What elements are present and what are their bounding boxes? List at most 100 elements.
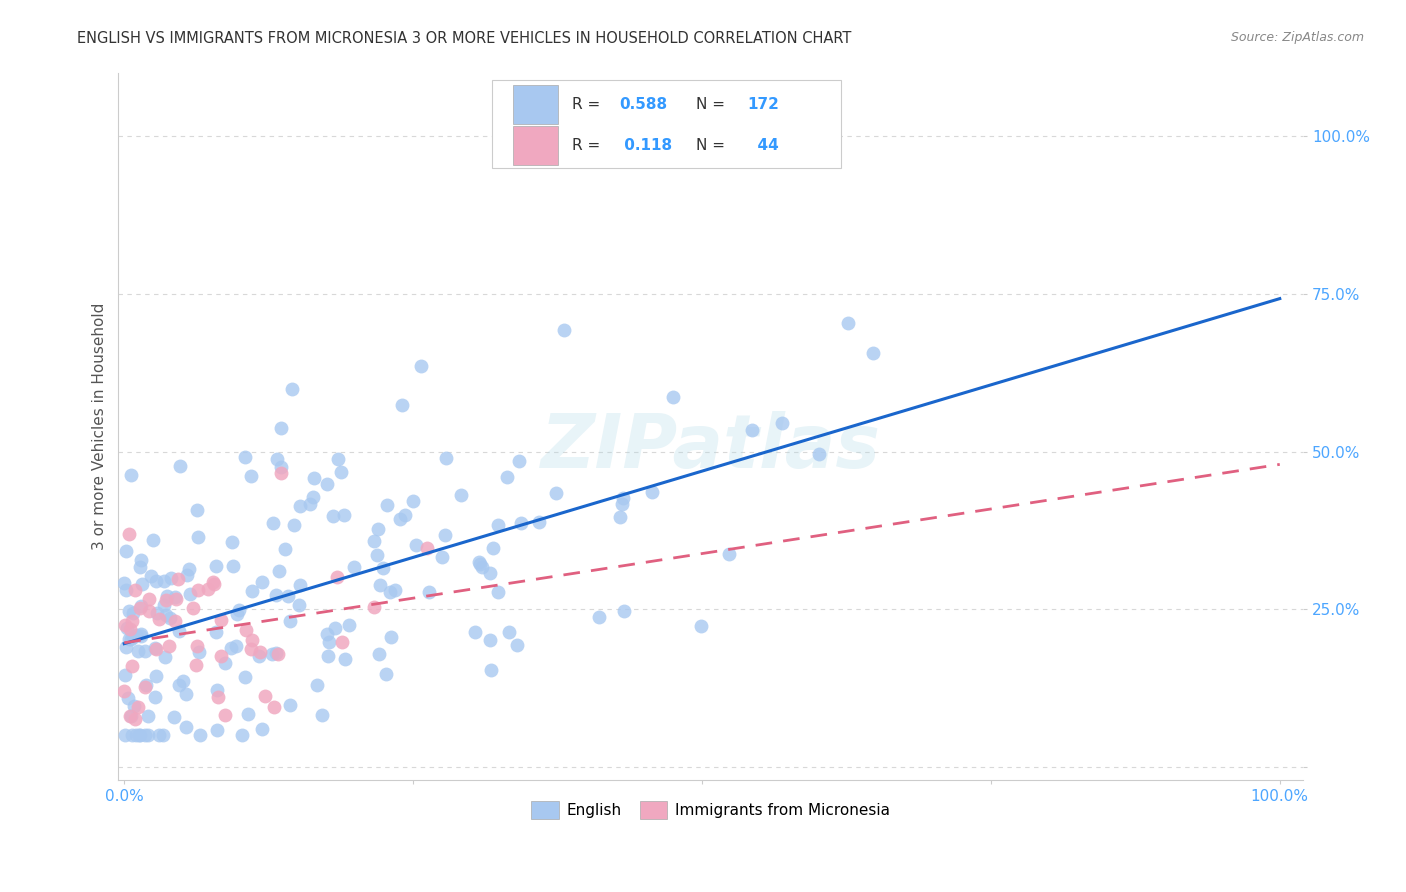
Point — [506, 638, 529, 652]
Point — [326, 570, 349, 584]
Point — [118, 632, 141, 646]
Text: 0.118: 0.118 — [620, 138, 672, 153]
Point — [240, 633, 263, 648]
Point — [235, 623, 257, 637]
Point — [155, 592, 177, 607]
Point — [129, 560, 152, 574]
Point — [134, 643, 156, 657]
Point — [278, 698, 301, 712]
Point — [363, 599, 385, 614]
Point — [318, 649, 340, 664]
Point — [718, 547, 741, 561]
Point — [318, 635, 340, 649]
Point — [486, 584, 509, 599]
Point — [375, 666, 398, 681]
Point — [290, 577, 312, 591]
Text: N =: N = — [696, 97, 730, 112]
Point — [129, 601, 152, 615]
Point — [546, 486, 568, 500]
Point — [471, 560, 494, 574]
Point — [266, 588, 288, 602]
Point — [114, 544, 136, 558]
Point — [270, 459, 292, 474]
Point — [430, 550, 453, 565]
Point — [283, 518, 305, 533]
Text: R =: R = — [572, 138, 605, 153]
Point — [862, 345, 884, 359]
Point — [186, 640, 208, 654]
Point — [118, 604, 141, 618]
Point — [167, 678, 190, 692]
Point — [134, 728, 156, 742]
Point — [337, 618, 360, 632]
Point — [333, 652, 356, 666]
Point — [169, 458, 191, 473]
Point — [278, 614, 301, 628]
Point — [160, 571, 183, 585]
Point — [662, 390, 685, 404]
Point — [301, 491, 323, 505]
Point — [267, 564, 290, 578]
Point — [124, 712, 146, 726]
Point — [152, 728, 174, 742]
Point — [114, 640, 136, 655]
Point — [239, 468, 262, 483]
Point — [129, 629, 152, 643]
Point — [366, 548, 388, 562]
Point — [114, 617, 136, 632]
Text: 172: 172 — [748, 97, 779, 112]
Point — [263, 699, 285, 714]
Point — [165, 615, 187, 629]
Y-axis label: 3 or more Vehicles in Household: 3 or more Vehicles in Household — [93, 302, 107, 550]
Point — [508, 454, 530, 468]
Point — [588, 609, 610, 624]
Point — [122, 630, 145, 644]
Point — [613, 604, 636, 618]
Point — [197, 582, 219, 596]
Point — [450, 488, 472, 502]
Point — [114, 668, 136, 682]
Bar — [513, 86, 558, 124]
Point — [509, 516, 531, 531]
Text: R =: R = — [572, 97, 605, 112]
Point — [641, 485, 664, 500]
Point — [214, 707, 236, 722]
Point — [219, 640, 242, 655]
Point — [143, 640, 166, 655]
Point — [122, 606, 145, 620]
Point — [112, 576, 135, 591]
Point — [690, 618, 713, 632]
Point — [478, 632, 501, 647]
Point — [233, 450, 256, 464]
Point — [209, 649, 232, 664]
Point — [311, 707, 333, 722]
Point — [138, 728, 160, 742]
Point — [118, 622, 141, 636]
Point — [222, 558, 245, 573]
Point — [148, 728, 170, 742]
Point — [380, 630, 402, 644]
Point — [143, 690, 166, 705]
Point — [363, 533, 385, 548]
Point — [837, 316, 859, 330]
Point — [305, 677, 328, 691]
Point — [322, 508, 344, 523]
Point — [157, 640, 180, 654]
Point — [266, 451, 288, 466]
Point — [612, 491, 634, 505]
Point — [187, 645, 209, 659]
Text: 44: 44 — [748, 138, 779, 153]
Point — [266, 646, 288, 660]
Point — [468, 558, 491, 572]
Point — [367, 522, 389, 536]
Point — [167, 624, 190, 638]
Point — [486, 518, 509, 533]
Point — [122, 698, 145, 713]
Point — [120, 632, 142, 646]
Point — [316, 477, 339, 491]
Point — [118, 526, 141, 541]
Point — [479, 663, 502, 677]
Point — [468, 555, 491, 569]
Text: ZIPatlas: ZIPatlas — [541, 411, 880, 484]
Point — [325, 621, 347, 635]
